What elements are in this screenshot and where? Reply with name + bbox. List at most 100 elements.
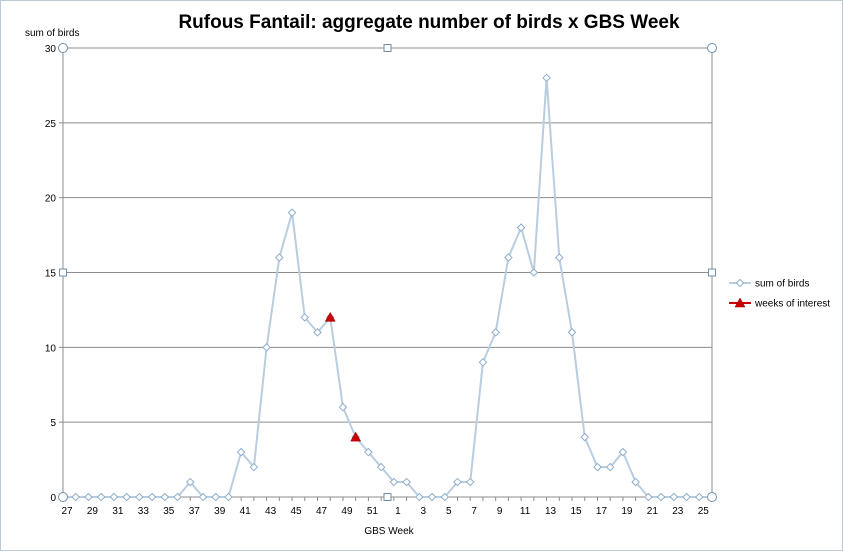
y-tick-label: 10	[45, 343, 57, 354]
x-tick-label: 33	[138, 506, 150, 517]
corner-handle	[58, 492, 68, 502]
x-axis-label: GBS Week	[364, 526, 414, 537]
data-point-sum-of-birds	[364, 447, 373, 457]
data-point-sum-of-birds	[618, 447, 628, 457]
data-point-weeks-of-interest	[324, 311, 336, 322]
corner-handle	[707, 492, 717, 502]
y-tick-label: 30	[45, 44, 57, 55]
data-point-sum-of-birds	[669, 492, 679, 502]
data-point-sum-of-birds	[338, 402, 348, 412]
data-point-sum-of-birds	[96, 492, 106, 502]
x-tick-label: 27	[61, 506, 73, 517]
data-point-sum-of-birds	[593, 462, 602, 472]
x-tick-label: 21	[647, 506, 659, 517]
data-point-sum-of-birds	[453, 477, 462, 487]
edge-handle	[708, 268, 716, 277]
series-line-sum-of-birds	[63, 76, 712, 498]
selection-handles	[58, 43, 717, 502]
data-point-sum-of-birds	[427, 492, 437, 502]
data-point-sum-of-birds	[580, 432, 590, 442]
data-point-sum-of-birds	[109, 492, 119, 502]
data-point-sum-of-birds	[504, 253, 513, 262]
x-tick-label: 45	[290, 506, 302, 517]
data-point-sum-of-birds	[185, 477, 195, 487]
x-tick-label: 9	[497, 506, 503, 517]
data-point-sum-of-birds	[516, 223, 526, 232]
corner-handle	[58, 43, 68, 53]
edge-handle	[383, 493, 392, 501]
x-tick-label: 13	[545, 506, 557, 517]
data-point-sum-of-birds	[478, 357, 488, 367]
data-point-sum-of-birds	[313, 328, 322, 337]
legend-marker-weeks-of-interest	[734, 297, 746, 308]
x-tick-label: 23	[672, 506, 684, 517]
data-point-sum-of-birds	[554, 253, 564, 262]
x-tick-label: 19	[621, 506, 633, 517]
legend-label-weeks-of-interest: weeks of interest	[754, 299, 830, 310]
data-point-sum-of-birds	[211, 492, 221, 502]
data-point-sum-of-birds	[542, 73, 551, 83]
data-point-sum-of-birds	[236, 447, 246, 457]
x-tick-label: 1	[395, 506, 401, 517]
x-tick-label: 43	[265, 506, 277, 517]
x-tick-label: 29	[87, 506, 99, 517]
x-tick-label: 11	[520, 506, 531, 517]
y-tick-label: 0	[50, 493, 56, 504]
data-point-sum-of-birds	[147, 492, 157, 502]
y-axis-label: sum of birds	[25, 28, 79, 39]
data-point-sum-of-birds	[491, 328, 500, 337]
corner-handle	[707, 43, 717, 53]
chart-title: Rufous Fantail: aggregate number of bird…	[178, 12, 680, 33]
y-tick-label: 25	[45, 119, 57, 130]
data-point-weeks-of-interest	[350, 431, 362, 442]
x-tick-label: 31	[112, 506, 124, 517]
x-tick-label: 7	[471, 506, 477, 517]
data-point-sum-of-birds	[122, 492, 131, 502]
x-tick-label: 41	[240, 506, 252, 517]
x-tick-label: 15	[570, 506, 582, 517]
x-tick-label: 37	[189, 506, 201, 517]
data-point-sum-of-birds	[644, 492, 653, 502]
x-tick-label: 17	[596, 506, 608, 517]
data-point-sum-of-birds	[694, 492, 704, 502]
data-point-sum-of-birds	[84, 492, 93, 502]
x-tick-label: 3	[421, 506, 427, 517]
gridlines	[63, 122, 712, 423]
x-tick-label: 49	[341, 506, 353, 517]
data-point-sum-of-birds	[135, 492, 144, 502]
edge-handle	[383, 44, 392, 52]
data-point-sum-of-birds	[402, 477, 411, 487]
legend-label-sum-of-birds: sum of birds	[755, 279, 809, 290]
data-point-sum-of-birds	[198, 492, 208, 502]
data-point-sum-of-birds	[682, 492, 691, 502]
y-tick-label: 15	[45, 269, 57, 280]
x-tick-label: 51	[367, 506, 379, 517]
x-tick-label: 25	[698, 506, 710, 517]
x-tick-label: 5	[446, 506, 452, 517]
data-point-sum-of-birds	[173, 492, 182, 502]
data-point-sum-of-birds	[440, 492, 450, 502]
data-point-sum-of-birds	[415, 492, 424, 502]
data-point-sum-of-birds	[275, 253, 284, 262]
x-tick-label: 47	[316, 506, 328, 517]
data-point-sum-of-birds	[71, 492, 81, 502]
data-point-sum-of-birds	[249, 462, 259, 472]
data-point-sum-of-birds	[567, 328, 577, 337]
data-point-sum-of-birds	[605, 462, 615, 472]
data-point-sum-of-birds	[300, 313, 310, 322]
y-tick-label: 20	[45, 194, 57, 205]
data-point-sum-of-birds	[529, 268, 539, 277]
series-group	[58, 73, 717, 502]
legend-marker-sum-of-birds	[735, 278, 745, 288]
data-point-sum-of-birds	[262, 343, 271, 352]
data-point-sum-of-birds	[465, 477, 475, 487]
legend: sum of birds weeks of interest	[729, 279, 830, 310]
y-tick-label: 5	[50, 418, 56, 429]
x-tick-label: 39	[214, 506, 226, 517]
data-point-sum-of-birds	[160, 492, 170, 502]
data-point-sum-of-birds	[287, 208, 297, 217]
x-tick-label: 35	[163, 506, 175, 517]
data-point-sum-of-birds	[376, 462, 386, 472]
